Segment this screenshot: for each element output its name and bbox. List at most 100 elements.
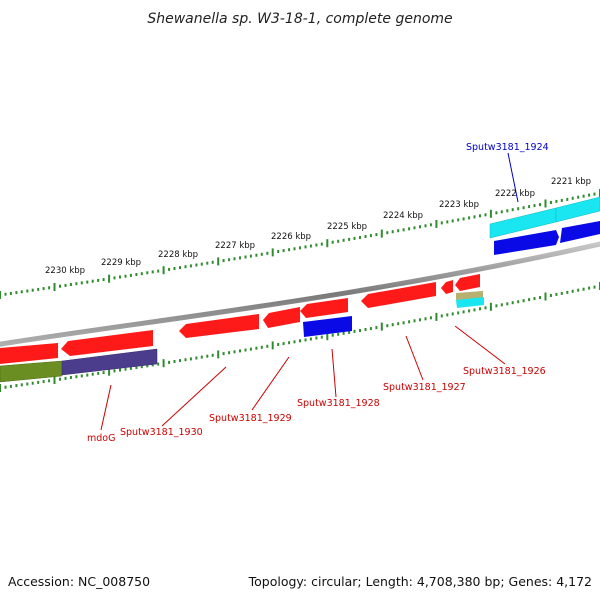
purple-feature[interactable] [61, 348, 158, 376]
outer-minor-tick [64, 283, 67, 287]
inner-minor-tick [369, 327, 372, 331]
outer-minor-tick [4, 292, 7, 296]
outer-major-tick [108, 274, 111, 283]
inner-minor-tick [560, 291, 563, 295]
inner-tick-track [0, 282, 600, 392]
cds-1928-red[interactable] [300, 298, 348, 318]
outer-minor-tick [211, 260, 214, 264]
inner-major-tick [271, 341, 274, 350]
outer-minor-tick [157, 269, 160, 273]
inner-minor-tick [80, 374, 83, 378]
inner-minor-tick [239, 349, 241, 353]
outer-minor-tick [69, 283, 72, 286]
inner-minor-tick [424, 317, 427, 321]
tick-label-2223: 2223 kbp [439, 200, 479, 210]
outer-minor-tick [342, 238, 345, 242]
cyan-feature-b[interactable] [555, 196, 600, 223]
outer-minor-tick [282, 249, 285, 253]
blue-feature-b[interactable] [560, 221, 600, 243]
outer-minor-tick [200, 262, 203, 266]
inner-minor-tick [555, 292, 558, 296]
outer-minor-tick [146, 271, 149, 275]
outer-minor-tick [86, 280, 89, 284]
gene-label-mdoG[interactable]: mdoG [87, 433, 115, 444]
cds-1926[interactable] [455, 274, 480, 291]
inner-minor-tick [495, 304, 498, 308]
blue-feature-1928[interactable] [303, 316, 352, 337]
inner-minor-tick [337, 332, 340, 336]
inner-minor-tick [146, 364, 149, 368]
gene-label-1930[interactable]: Sputw3181_1930 [120, 427, 203, 438]
inner-minor-tick [42, 380, 45, 384]
leader-1924 [507, 152, 519, 203]
gene-labels: mdoG Sputw3181_1930 Sputw3181_1929 Sputw… [87, 142, 549, 444]
inner-minor-tick [364, 328, 367, 331]
outer-minor-tick [500, 210, 503, 214]
leader-1927 [405, 335, 424, 381]
outer-minor-tick [468, 216, 471, 220]
inner-major-tick [489, 302, 492, 311]
inner-minor-tick [91, 372, 94, 376]
outer-minor-tick [560, 198, 563, 202]
outer-major-tick [271, 248, 274, 257]
outer-minor-tick [15, 291, 18, 295]
map-title: Shewanella sp. W3-18-1, complete genome [147, 11, 452, 27]
inner-minor-tick [59, 377, 61, 381]
gene-label-1929[interactable]: Sputw3181_1929 [209, 413, 292, 424]
inner-minor-tick [64, 376, 67, 380]
tan-feature[interactable] [456, 291, 483, 300]
gene-label-1927[interactable]: Sputw3181_1927 [383, 382, 466, 393]
outer-minor-tick [195, 263, 198, 267]
tick-label-2224: 2224 kbp [383, 211, 423, 221]
gene-label-1928[interactable]: Sputw3181_1928 [297, 398, 380, 409]
inner-minor-tick [315, 336, 318, 340]
leader-1929 [251, 356, 290, 411]
inner-minor-tick [233, 350, 236, 354]
inner-minor-tick [206, 354, 209, 358]
gene-label-1924[interactable]: Sputw3181_1924 [466, 142, 549, 153]
cds-left-edge[interactable] [0, 343, 58, 364]
cds-small[interactable] [441, 280, 453, 294]
inner-minor-tick [593, 285, 596, 289]
outer-minor-tick [233, 257, 236, 261]
inner-minor-tick [129, 366, 132, 370]
inner-minor-tick [37, 380, 40, 384]
leader-1930 [161, 366, 227, 427]
outer-minor-tick [129, 273, 132, 277]
inner-minor-tick [517, 300, 520, 304]
inner-major-tick [380, 322, 383, 331]
blue-feature-a[interactable] [494, 230, 559, 255]
inner-minor-tick [413, 319, 416, 323]
inner-minor-tick [189, 357, 192, 361]
gene-label-1926[interactable]: Sputw3181_1926 [463, 366, 546, 377]
inner-minor-tick [375, 326, 378, 330]
cds-1929[interactable] [263, 307, 300, 328]
olive-feature[interactable] [0, 360, 63, 383]
inner-minor-tick [549, 294, 552, 297]
inner-major-tick [162, 359, 165, 368]
inner-major-tick [544, 292, 547, 301]
inner-minor-tick [446, 313, 449, 317]
inner-minor-tick [151, 363, 154, 367]
outer-major-tick [0, 291, 1, 299]
inner-minor-tick [249, 347, 252, 351]
cds-1930[interactable] [179, 314, 259, 338]
inner-minor-tick [397, 322, 400, 326]
inner-minor-tick [402, 321, 405, 325]
inner-minor-tick [468, 309, 471, 313]
inner-minor-tick [511, 301, 514, 305]
tick-label-2226: 2226 kbp [271, 232, 311, 242]
inner-minor-tick [20, 383, 23, 387]
inner-minor-tick [359, 329, 361, 332]
inner-minor-tick [479, 307, 481, 311]
inner-minor-tick [244, 348, 247, 352]
inner-minor-tick [15, 384, 18, 388]
cyan-feature-small[interactable] [456, 297, 484, 308]
cds-mdoG[interactable] [61, 330, 153, 356]
outer-minor-tick [299, 246, 301, 250]
inner-minor-tick [309, 337, 312, 341]
cds-1927[interactable] [361, 282, 436, 308]
outer-minor-tick [151, 270, 154, 274]
outer-minor-tick [582, 194, 585, 198]
